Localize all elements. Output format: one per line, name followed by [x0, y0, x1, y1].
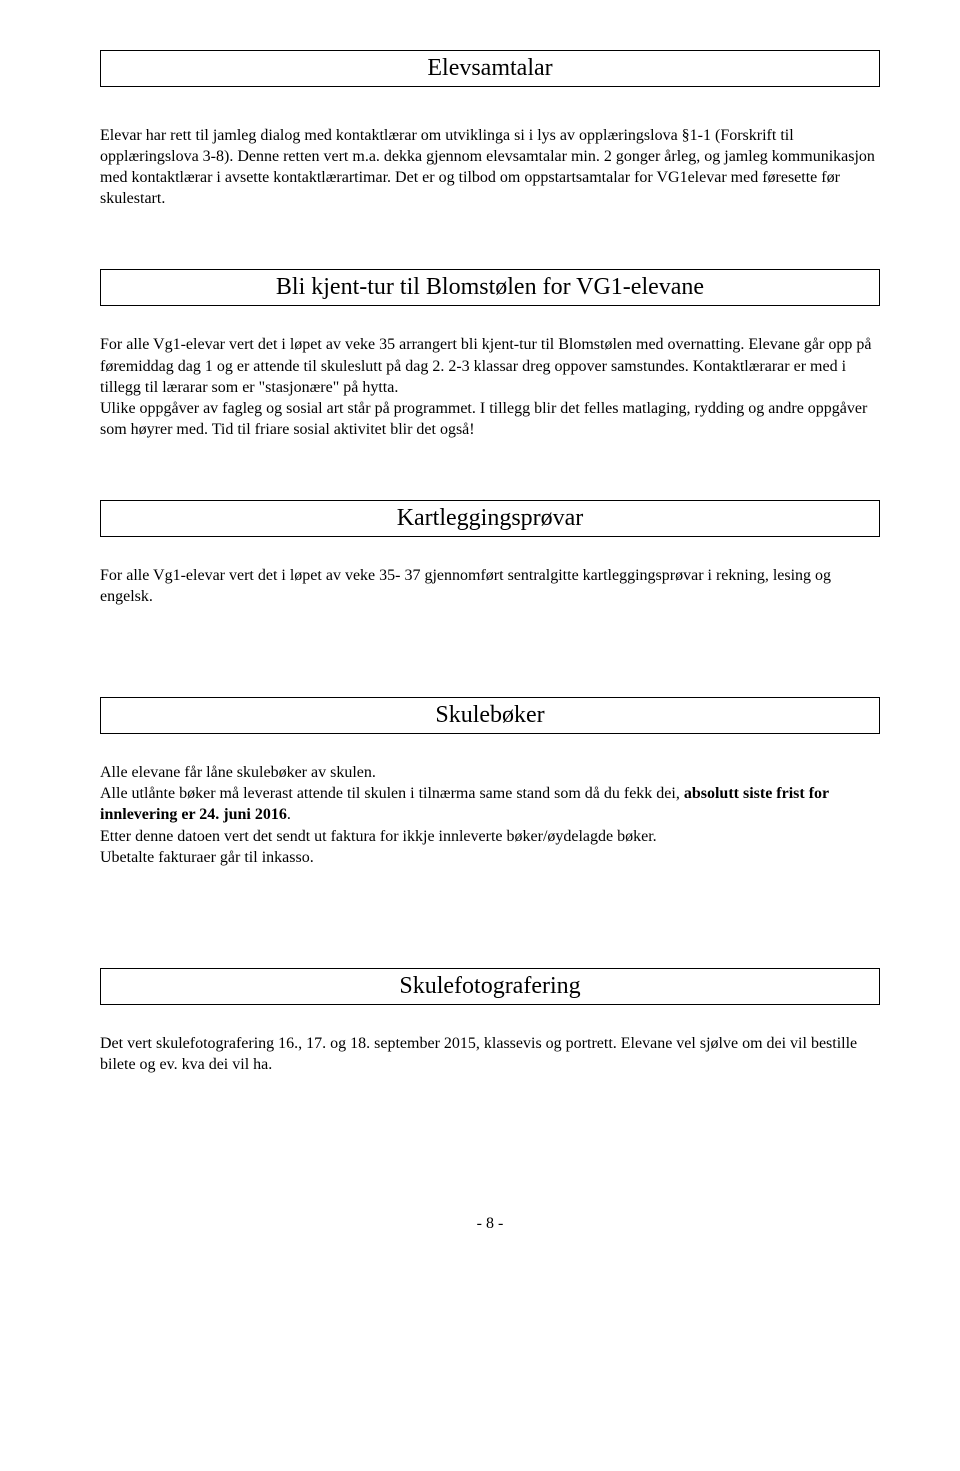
text: Alle utlånte bøker må leverast attende t… [100, 785, 684, 802]
section-title-kartlegging: Kartleggingsprøvar [100, 500, 880, 537]
page-number: - 8 - [100, 1215, 880, 1233]
para-skuleboker-1: Alle elevane får låne skulebøker av skul… [100, 762, 880, 825]
section-title-elevsamtalar: Elevsamtalar [100, 50, 880, 87]
section-title-skulefoto: Skulefotografering [100, 968, 880, 1005]
para-blikjent-2: Ulike oppgåver av fagleg og sosial art s… [100, 398, 880, 440]
para-skuleboker-2: Etter denne datoen vert det sendt ut fak… [100, 826, 880, 868]
text: Etter denne datoen vert det sendt ut fak… [100, 828, 657, 845]
text: Alle elevane får låne skulebøker av skul… [100, 764, 376, 781]
para-kartlegging-1: For alle Vg1-elevar vert det i løpet av … [100, 565, 880, 607]
para-elevsamtalar-1: Elevar har rett til jamleg dialog med ko… [100, 125, 880, 209]
section-title-skuleboker: Skulebøker [100, 697, 880, 734]
text: . [287, 806, 291, 823]
para-skulefoto-1: Det vert skulefotografering 16., 17. og … [100, 1033, 880, 1075]
text: Ubetalte fakturaer går til inkasso. [100, 849, 314, 866]
section-title-blikjent: Bli kjent-tur til Blomstølen for VG1-ele… [100, 269, 880, 306]
para-blikjent-1: For alle Vg1-elevar vert det i løpet av … [100, 334, 880, 397]
